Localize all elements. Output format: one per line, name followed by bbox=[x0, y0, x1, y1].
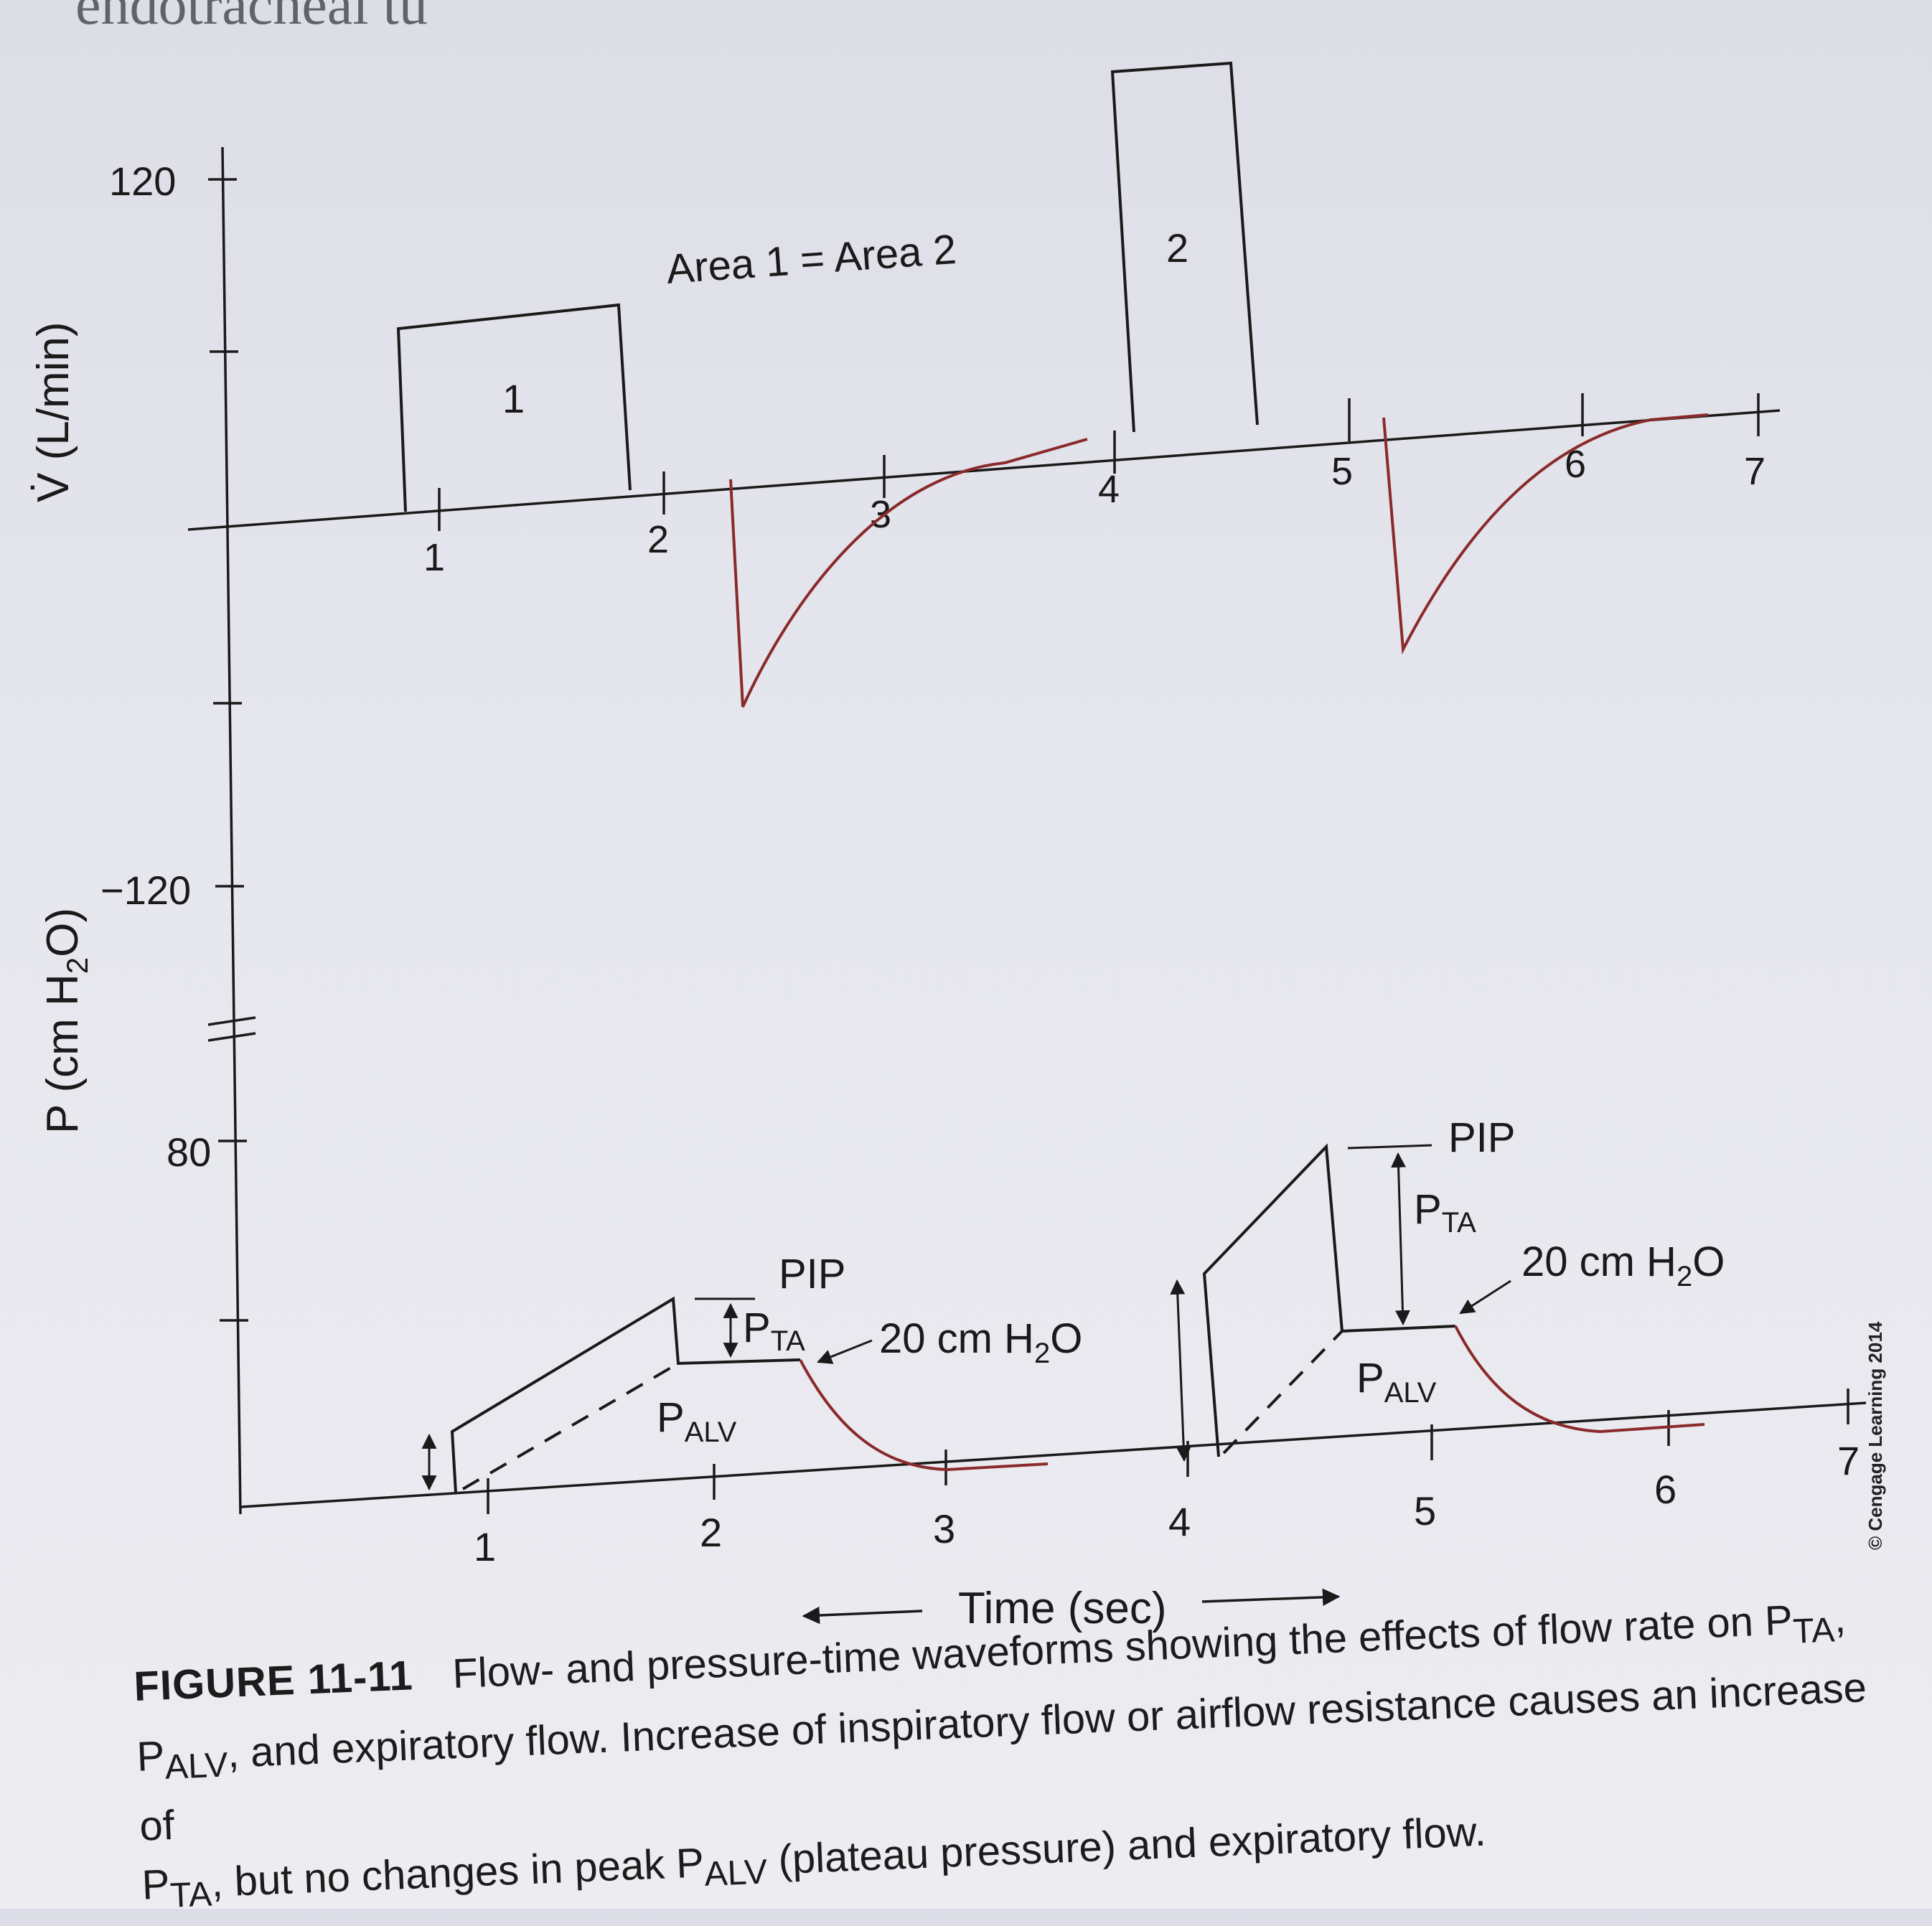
time-axis-label-group: Time (sec) bbox=[802, 1584, 1341, 1633]
pressure-x-tick-6: 6 bbox=[1654, 1467, 1677, 1512]
flow-box-1-label: 1 bbox=[502, 376, 525, 421]
palv-label-left: PALV bbox=[657, 1394, 737, 1448]
pressure-baseline bbox=[240, 1401, 1867, 1508]
pta-label-right: PTA bbox=[1414, 1186, 1476, 1239]
axis-break-icon bbox=[207, 1016, 256, 1042]
y-axis bbox=[221, 146, 242, 1515]
alveolar-pressure-dashed-right bbox=[1222, 1330, 1344, 1455]
time-axis-label: Time (sec) bbox=[958, 1584, 1166, 1633]
pressure-x-tick-1: 1 bbox=[474, 1524, 496, 1569]
note-pointer-left bbox=[817, 1339, 873, 1364]
pressure-panel: P (cm H2O) 80 1 2 3 4 5 6 7 PIP PTA PALV bbox=[38, 908, 1867, 1569]
pressure-x-tick-7: 7 bbox=[1837, 1438, 1860, 1483]
pta-label-left: PTA bbox=[743, 1305, 805, 1357]
flow-box-2 bbox=[1110, 61, 1259, 433]
pressure-y-label: P (cm H2O) bbox=[38, 908, 94, 1134]
flow-x-tick-7: 7 bbox=[1744, 450, 1765, 493]
flow-x-tick-1: 1 bbox=[423, 536, 445, 579]
pressure-decay-curve-left bbox=[799, 1359, 1049, 1472]
flow-y-tick-neg120: −120 bbox=[100, 868, 191, 913]
flow-box-2-label: 2 bbox=[1166, 225, 1188, 271]
page-header-text: endotracheal tu bbox=[75, 0, 428, 37]
pressure-x-ticks bbox=[487, 1389, 1849, 1514]
pressure-decay-curve-right bbox=[1454, 1325, 1705, 1434]
note-20cmh2o-right: 20 cm H2O bbox=[1521, 1239, 1725, 1292]
note-20cmh2o-left: 20 cm H2O bbox=[879, 1315, 1082, 1369]
area-note: Area 1 = Area 2 bbox=[665, 226, 957, 293]
time-arrow-left bbox=[802, 1606, 923, 1625]
pressure-y-tick-80: 80 bbox=[167, 1129, 211, 1175]
pressure-x-tick-2: 2 bbox=[700, 1510, 722, 1555]
pta-arrow-right bbox=[1391, 1152, 1410, 1326]
note-pointer-right bbox=[1459, 1279, 1511, 1315]
flow-box-1 bbox=[396, 303, 632, 512]
flow-x-tick-5: 5 bbox=[1331, 450, 1353, 493]
flow-x-tick-4: 4 bbox=[1098, 468, 1120, 511]
alveolar-pressure-dashed-left bbox=[461, 1362, 680, 1490]
flow-expiratory-curve-1 bbox=[729, 438, 1088, 708]
pip-label-right: PIP bbox=[1448, 1114, 1516, 1161]
pressure-x-tick-4: 4 bbox=[1168, 1499, 1191, 1544]
flow-x-tick-6: 6 bbox=[1565, 443, 1586, 486]
y-axis-ticks bbox=[208, 178, 248, 1322]
flow-x-tick-3: 3 bbox=[870, 493, 891, 536]
flow-panel: V̇ (L/min) 120 −120 1 2 3 4 5 6 7 1 2 Ar… bbox=[29, 61, 1781, 913]
flow-y-tick-120: 120 bbox=[109, 159, 176, 204]
pressure-x-tick-3: 3 bbox=[933, 1506, 955, 1551]
pip-line-right bbox=[1347, 1144, 1432, 1150]
baseline-offset-arrow-right bbox=[1170, 1279, 1191, 1462]
pressure-x-tick-5: 5 bbox=[1414, 1488, 1436, 1533]
pressure-waveform-left bbox=[450, 1296, 801, 1493]
copyright-notice: © Cengage Learning 2014 bbox=[1865, 1321, 1886, 1550]
flow-x-tick-2: 2 bbox=[647, 518, 669, 561]
palv-label-right: PALV bbox=[1356, 1355, 1437, 1409]
figure-label: FIGURE 11-11 bbox=[133, 1652, 414, 1710]
flow-expiratory-curve-2 bbox=[1382, 413, 1709, 655]
pressure-waveform-right bbox=[1202, 1143, 1456, 1457]
flow-x-ticks bbox=[438, 393, 1760, 531]
time-arrow-right bbox=[1201, 1588, 1341, 1607]
flow-y-label: V̇ (L/min) bbox=[29, 322, 78, 503]
flow-baseline bbox=[187, 409, 1781, 531]
pip-label-left: PIP bbox=[779, 1251, 846, 1297]
